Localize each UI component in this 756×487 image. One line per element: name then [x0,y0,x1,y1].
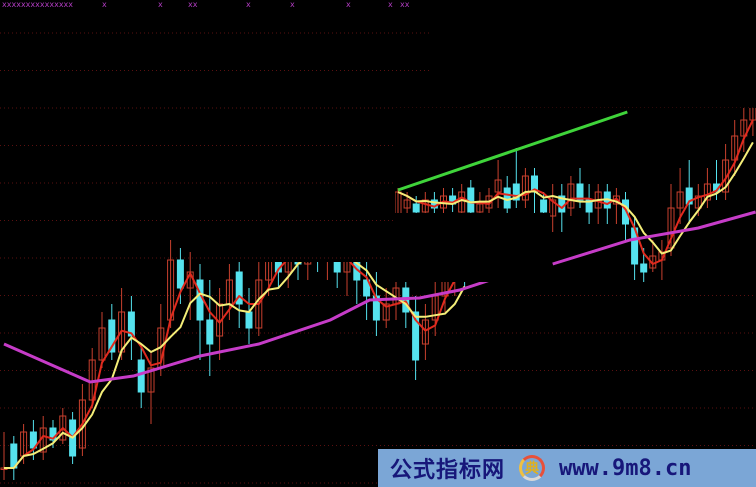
candle-up [323,247,331,261]
watermark-logo-icon: 典 [519,455,546,481]
candle-down [412,203,420,213]
candle-down [372,295,380,321]
candle-up [567,183,575,209]
candle-down [314,239,322,261]
candle-down [540,199,548,213]
candle-up [304,239,312,265]
candle-down [640,263,648,273]
top-marker: x [290,0,295,9]
candle-up [722,159,730,193]
top-marker: x [246,0,251,9]
candle-down [127,311,135,337]
candle-down [585,199,593,213]
top-marker: x [388,0,393,9]
candle-down [333,247,341,273]
top-marker: x [158,0,163,9]
candle-down [235,271,243,305]
channel-line [397,110,628,192]
long-ma-line [552,210,756,266]
top-marker: x [346,0,351,9]
candle-down [412,311,420,361]
long-ma-line [3,268,521,384]
candle-up [147,367,155,393]
candle-down [206,319,214,345]
candle-down [108,319,116,353]
watermark-site-name: 公式指标网 [390,458,506,483]
watermark-url: www.9m8.cn [559,455,692,481]
slow-ma-line [4,251,466,469]
candle-down [196,279,204,321]
top-marker: xx [400,0,410,9]
candle-up [421,319,429,345]
top-marker: xx [188,0,198,9]
candle-down [137,359,145,393]
chart-panel-upper-right [395,108,756,282]
candle-up [521,175,529,201]
candle-down [576,183,584,201]
candle-up [59,415,67,441]
fast-ma-line [4,248,466,469]
candle-up [667,207,675,249]
top-markers: xxxxxxxxxxxxxxx x x xx x x x x xx [2,0,410,9]
candle-up [403,199,411,209]
candle-up [476,203,484,213]
candle-up [676,191,684,209]
candle-up [740,119,748,137]
candle-up [382,303,390,321]
candle-up [549,199,557,217]
top-marker: x [102,0,107,9]
candle-down [363,279,371,297]
top-marker: xxxxxxxxxxxxxxx [2,0,73,9]
fast-ma-line [397,119,754,265]
candle-up [703,183,711,201]
slow-ma-line [397,141,754,255]
candle-down [622,199,629,225]
candle-up [98,327,106,361]
candle-down [467,187,475,213]
watermark-banner: 公式指标网 典 www.9m8.cn [378,449,756,487]
candle-down [512,183,520,201]
candle-down [245,311,253,329]
candle-down [685,187,693,205]
candle-down [176,259,184,289]
candle-down [503,187,511,209]
candle-up [694,195,702,209]
panel-background [395,108,756,282]
candle-down [294,247,302,265]
candle-up [494,179,502,193]
